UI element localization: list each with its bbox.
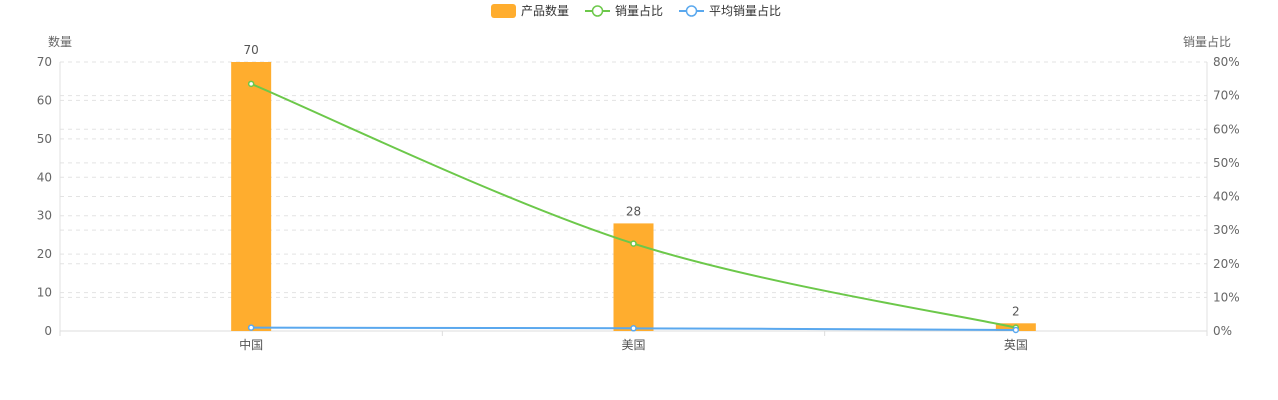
x-tick-label: 英国 [1004, 338, 1028, 352]
y-right-tick-label: 20% [1213, 257, 1240, 271]
y-axis-left-title: 数量 [48, 34, 72, 49]
line-point [247, 80, 255, 88]
legend-label: 产品数量 [521, 3, 569, 18]
bar-value-label: 2 [1012, 304, 1020, 318]
y-right-tick-label: 10% [1213, 290, 1240, 304]
x-tick-label: 美国 [621, 338, 645, 352]
data-labels: 70 28 2 [244, 43, 1020, 318]
line-series [247, 80, 1020, 334]
y-right-tick-label: 60% [1213, 122, 1240, 136]
bar-value-label: 70 [244, 43, 259, 57]
bar-value-label: 28 [626, 204, 641, 218]
y-left-tick-label: 10 [37, 286, 52, 300]
y-left-tick-label: 0 [44, 324, 52, 338]
legend-item[interactable]: 平均销量占比 [679, 3, 781, 18]
line-point [1012, 326, 1020, 334]
legend-label: 销量占比 [615, 3, 663, 18]
x-tick-label: 中国 [239, 337, 263, 352]
y-right-tick-label: 40% [1213, 190, 1240, 204]
legend-swatch-marker [591, 5, 604, 17]
y-left-tick-label: 30 [37, 209, 52, 223]
legend[interactable]: 产品数量 销量占比 平均销量占比 [491, 3, 781, 18]
y-left-tick-label: 60 [37, 93, 52, 107]
y-left-tick-label: 40 [37, 170, 52, 184]
y-right-tick-label: 70% [1213, 89, 1240, 103]
y-right-tick-label: 0% [1213, 324, 1232, 338]
grid-lines [60, 61, 1207, 298]
y-left-tick-label: 50 [37, 132, 52, 146]
legend-item[interactable]: 销量占比 [585, 3, 663, 18]
line-point [630, 325, 637, 332]
y-right-tick-label: 50% [1213, 156, 1240, 170]
y-right-tick-label: 80% [1213, 55, 1240, 69]
legend-swatch-bar [491, 4, 516, 18]
y-left-tick-label: 70 [37, 55, 52, 69]
line-point [247, 324, 255, 331]
y-right-tick-label: 30% [1213, 223, 1240, 237]
legend-item[interactable]: 产品数量 [491, 3, 569, 18]
legend-swatch-marker [685, 5, 698, 17]
legend-label: 平均销量占比 [709, 3, 781, 18]
line-point [630, 240, 637, 247]
y-left-tick-label: 20 [37, 247, 52, 261]
bar [231, 62, 272, 331]
y-axis-right-title: 销量占比 [1183, 34, 1231, 49]
